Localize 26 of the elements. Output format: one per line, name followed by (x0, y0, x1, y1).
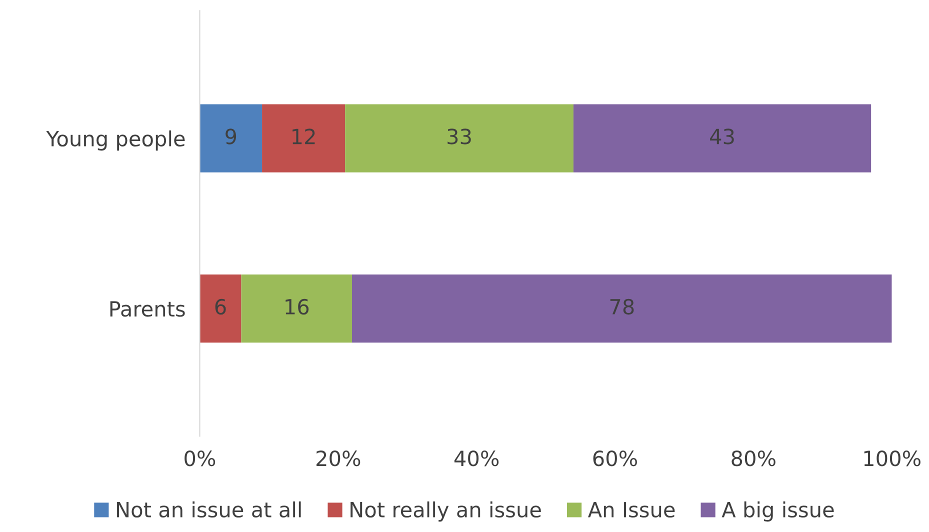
data-label: 16 (286, 298, 309, 315)
bar (241, 274, 352, 343)
bar (200, 104, 262, 172)
legend-label: Not an issue at all (117, 501, 301, 518)
x-tick-label: 20% (316, 450, 360, 466)
bar (345, 104, 574, 172)
bar (352, 274, 892, 343)
bar (262, 104, 346, 172)
x-tick-label: 40% (454, 450, 499, 466)
x-tick-label: 0% (184, 450, 216, 466)
y-tick-label: Parents (110, 301, 185, 317)
data-label: 12 (292, 128, 315, 144)
legend-label: A big issue (722, 501, 834, 522)
data-label: 9 (226, 128, 236, 144)
data-label: 43 (710, 128, 734, 144)
y-tick-label: Young people (46, 130, 185, 151)
legend-label: An Issue (588, 502, 675, 518)
bar (200, 274, 242, 343)
x-tick-label: 60% (593, 450, 637, 466)
data-label: 78 (610, 298, 634, 315)
legend-label: Not really an issue (350, 501, 541, 522)
bar (573, 104, 872, 172)
data-label: 33 (448, 128, 471, 144)
x-tick-label: 100% (864, 450, 920, 466)
data-label: 6 (215, 298, 226, 315)
x-tick-label: 80% (732, 450, 776, 466)
